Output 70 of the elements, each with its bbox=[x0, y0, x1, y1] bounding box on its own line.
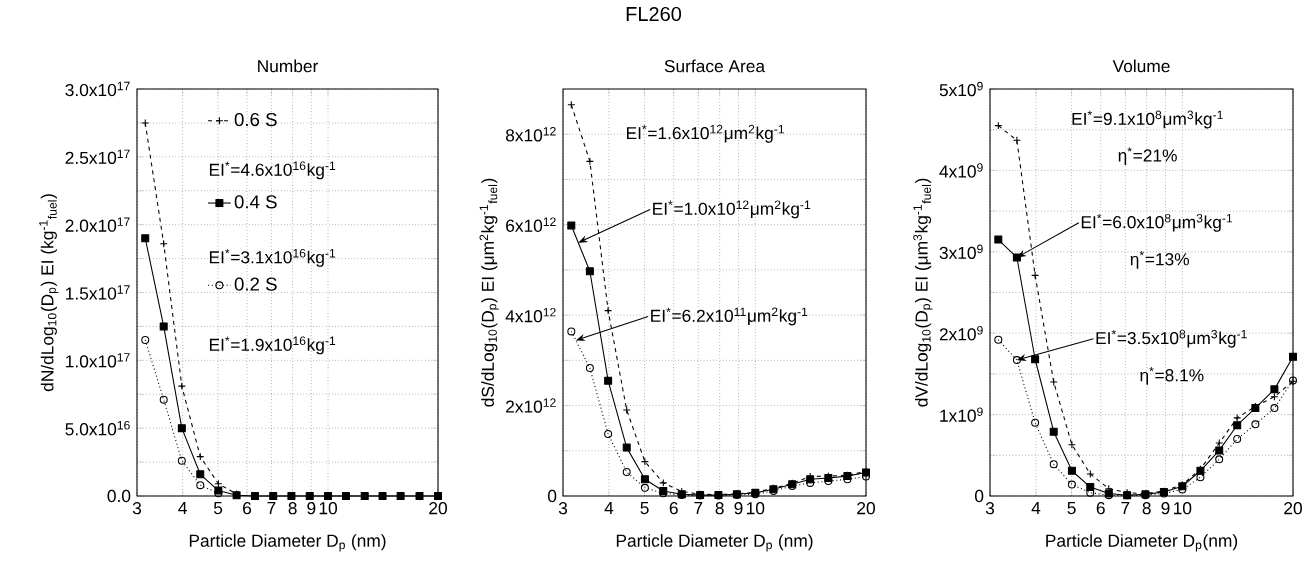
text: dV/dLog$_{10}$(D$_{p}$) EI (μm$^{3}$kg$^{-1}$$_{fuel}$) bbox=[913, 178, 933, 407]
x-tick-label: 10 bbox=[746, 502, 765, 515]
y-tick-label: 2x10$^{9}$ bbox=[939, 325, 983, 341]
y-tick-label: 2.5x10$^{17}$ bbox=[65, 149, 130, 164]
y-tick-label: 5x10$^{9}$ bbox=[939, 81, 983, 97]
y-tick-label: 4x10$^{9}$ bbox=[939, 163, 983, 178]
x-tick-label: 9 bbox=[307, 502, 316, 515]
annotation: η$^{*}$=13% bbox=[1130, 251, 1189, 269]
chart-subtitle: Number bbox=[258, 59, 319, 73]
y-axis-title: dN/dLog$_{10}$(D$_{p}$) EI (kg$^{-1}$$_{fuel}$) bbox=[39, 194, 59, 392]
x-tick-label: 4 bbox=[604, 502, 614, 514]
annotation: η$^{*}$=21% bbox=[1118, 147, 1177, 166]
chart-title: FL260 bbox=[626, 6, 682, 22]
y-tick-label: 4x10$^{12}$ bbox=[505, 307, 556, 323]
x-tick-label: 20 bbox=[429, 502, 447, 515]
x-tick-label: 7 bbox=[694, 502, 703, 514]
y-tick-label: 2x10$^{12}$ bbox=[506, 398, 556, 413]
y-tick-label: 5.0x10$^{16}$ bbox=[65, 420, 130, 436]
y-tick-label: 1.0x10$^{17}$ bbox=[66, 353, 130, 368]
y-tick-label: 1x10$^{9}$ bbox=[940, 407, 983, 422]
x-tick-label: 8 bbox=[715, 502, 724, 515]
x-tick-label: 4 bbox=[178, 502, 187, 514]
y-tick-label: 6x10$^{12}$ bbox=[506, 217, 556, 232]
x-axis-title: Particle Diameter D$_{p}$ (nm) bbox=[189, 534, 386, 552]
y-tick-label: 0 bbox=[547, 489, 557, 503]
annotation: EI$^{*}$=3.1x10$^{16}$kg$^{-1}$ bbox=[209, 248, 336, 267]
x-tick-label: 9 bbox=[734, 502, 743, 515]
annotation: EI$^{*}$=1.0x10$^{12}$μm$^{2}$kg$^{-1}$ bbox=[653, 200, 811, 219]
y-tick-label: 8x10$^{12}$ bbox=[505, 127, 556, 142]
x-tick-label: 20 bbox=[1284, 502, 1302, 515]
x-tick-label: 4 bbox=[1031, 502, 1041, 514]
x-tick-label: 6 bbox=[669, 502, 678, 515]
y-tick-label: 2.0x10$^{17}$ bbox=[65, 217, 130, 232]
annotation: EI$^{*}$=1.9x10$^{16}$kg$^{-1}$ bbox=[209, 336, 336, 355]
x-tick-label: 7 bbox=[1121, 502, 1130, 514]
annotation: EI$^{*}$=4.6x10$^{16}$kg$^{-1}$ bbox=[209, 161, 336, 180]
x-tick-label: 7 bbox=[267, 502, 276, 514]
x-tick-label: 6 bbox=[243, 502, 252, 515]
x-tick-label: 5 bbox=[213, 502, 223, 515]
text: dS/dLog$_{10}$(D$_{p}$) EI (μm$^{2}$kg$^{-1}$$_{fuel}$) bbox=[479, 178, 499, 407]
x-tick-label: 3 bbox=[132, 502, 142, 515]
x-tick-label: 10 bbox=[319, 502, 338, 515]
x-tick-label: 10 bbox=[1173, 502, 1192, 515]
x-tick-label: 3 bbox=[558, 502, 568, 515]
chart-subtitle: Surface Area bbox=[664, 59, 766, 73]
y-tick-label: 3.0x10$^{17}$ bbox=[65, 81, 130, 97]
x-axis-title: Particle Diameter D$_{p}$ (nm) bbox=[616, 534, 813, 552]
annotation: EI$^{*}$=1.6x10$^{12}$μm$^{2}$kg$^{-1}$ bbox=[626, 124, 784, 143]
y-tick-label: 3x10$^{9}$ bbox=[939, 244, 983, 260]
chart-subtitle: Volume bbox=[1112, 59, 1170, 73]
x-tick-label: 3 bbox=[985, 502, 995, 515]
y-tick-label: 0.0 bbox=[107, 489, 131, 503]
annotation: EI$^{*}$=6.2x10$^{11}$μm$^{2}$kg$^{-1}$ bbox=[651, 307, 808, 326]
x-tick-label: 9 bbox=[1161, 502, 1170, 515]
y-tick-label: 1.5x10$^{17}$ bbox=[66, 285, 130, 300]
legend-label: 0.2 S bbox=[234, 277, 277, 291]
annotation: EI$^{*}$=9.1x10$^{8}$μm$^{3}$kg$^{-1}$ bbox=[1072, 110, 1223, 129]
x-tick-label: 5 bbox=[1067, 502, 1076, 515]
x-tick-label: 8 bbox=[288, 502, 297, 515]
x-axis-title: Particle Diameter D$_{p}$(nm) bbox=[1046, 534, 1238, 552]
legend-label: 0.6 S bbox=[234, 112, 277, 127]
annotation: EI$^{*}$=3.5x10$^{8}$μm$^{3}$kg$^{-1}$ bbox=[1096, 329, 1247, 348]
x-tick-label: 6 bbox=[1096, 502, 1105, 515]
x-tick-label: 20 bbox=[857, 502, 875, 515]
annotation: EI$^{*}$=6.0x10$^{8}$μm$^{3}$kg$^{-1}$ bbox=[1081, 213, 1233, 232]
annotation: η$^{*}$=8.1% bbox=[1140, 367, 1204, 385]
x-tick-label: 5 bbox=[640, 502, 649, 515]
y-tick-label: 0 bbox=[975, 489, 984, 503]
x-tick-label: 8 bbox=[1142, 502, 1151, 515]
legend-label: 0.4 S bbox=[234, 195, 277, 209]
